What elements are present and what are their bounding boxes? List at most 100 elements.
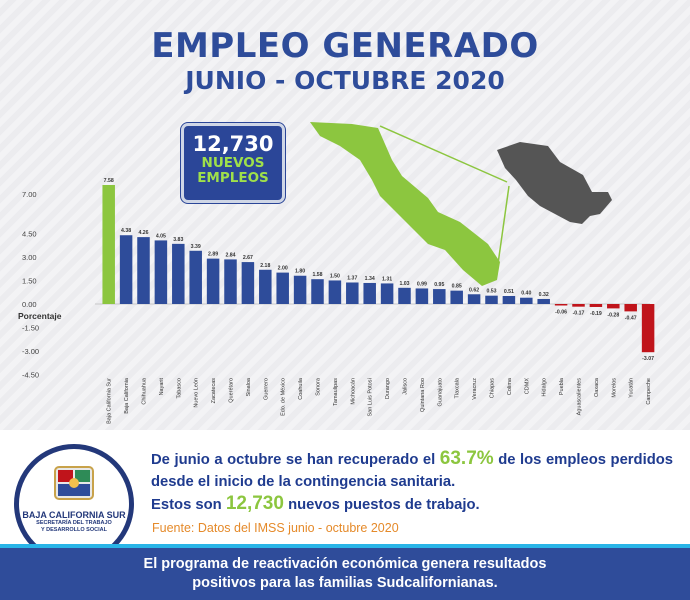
bar-value-label: 0.95	[434, 282, 444, 288]
subtitle: JUNIO - OCTUBRE 2020	[185, 66, 505, 95]
chart-bar	[572, 304, 585, 307]
bar-value-label: -0.19	[590, 311, 602, 317]
chart-bar	[415, 288, 429, 304]
bar-value-label: -0.28	[607, 312, 619, 318]
x-tick-label: Chiapas	[490, 378, 496, 398]
summary-part4: nuevos puestos de trabajo.	[283, 497, 480, 513]
baja-california-sur-icon	[310, 122, 500, 286]
bar-value-label: 4.05	[156, 233, 166, 239]
x-tick-label: Chihuahua	[142, 377, 148, 405]
badge-number: 12,730	[192, 132, 274, 156]
bar-value-label: 2.18	[260, 263, 270, 269]
y-tick-label: 4.50	[22, 229, 37, 238]
chart-bar	[589, 304, 603, 307]
chart-bar	[537, 298, 550, 304]
main-title: EMPLEO GENERADO	[151, 26, 539, 66]
y-tick-label: -3.00	[22, 347, 39, 356]
bar-value-label: 1.50	[330, 273, 340, 279]
x-tick-label: Michoacán	[350, 378, 356, 405]
x-tick-label: Sonora	[316, 377, 322, 396]
x-tick-label: Morelos	[611, 378, 617, 398]
bar-value-label: 0.40	[521, 291, 531, 297]
bar-value-label: 0.32	[539, 292, 549, 298]
x-tick-label: Guanajuato	[437, 378, 443, 406]
summary-text: De junio a octubre se han recuperado el …	[151, 448, 673, 516]
chart-bar	[276, 272, 289, 304]
x-tick-label: Hidalgo	[542, 378, 548, 397]
chart-bar	[224, 259, 237, 304]
y-axis-label: Porcentaje	[18, 311, 62, 321]
x-tick-label: Oaxaca	[594, 377, 600, 397]
bar-value-label: -0.47	[625, 315, 637, 321]
x-tick-label: Nuevo León	[194, 378, 200, 408]
bar-value-label: 0.51	[504, 289, 514, 295]
x-tick-label: Sinaloa	[246, 377, 252, 396]
bar-value-label: 1.03	[399, 281, 409, 287]
footer-line1: El programa de reactivación económica ge…	[143, 556, 547, 572]
summary-highlight-percent: 63.7%	[439, 448, 494, 469]
badge-line1: NUEVOS	[201, 155, 265, 171]
x-tick-label: Guerrero	[263, 378, 269, 400]
bar-value-label: 0.99	[417, 281, 427, 287]
chart-bar	[119, 235, 133, 304]
x-tick-label: Puebla	[559, 377, 565, 395]
x-tick-label: Baja California Sur	[107, 378, 113, 424]
bar-value-label: 4.26	[138, 230, 148, 236]
chart-bar	[206, 258, 220, 304]
bar-value-label: 0.85	[452, 284, 462, 290]
logo-secretariat-line1: SECRETARÍA DEL TRABAJO	[36, 520, 112, 526]
bar-value-label: -0.17	[573, 311, 585, 317]
bar-value-label: -3.07	[642, 356, 654, 362]
chart-bar	[293, 275, 307, 304]
bar-value-label: 2.67	[243, 255, 253, 261]
chart-bar	[520, 297, 533, 304]
x-tick-label: Aguascalientes	[577, 378, 583, 416]
mexico-map-icon	[497, 142, 612, 224]
x-tick-label: Tamaulipas	[333, 378, 339, 406]
chart-bar	[502, 295, 516, 304]
chart-bar	[363, 282, 376, 304]
chart-bar	[433, 289, 446, 304]
bar-value-label: 1.37	[347, 275, 357, 281]
bar-value-label: 1.34	[365, 276, 375, 282]
x-tick-label: Coahuila	[298, 377, 304, 400]
chart-bar	[172, 243, 185, 304]
x-tick-label: Querétaro	[229, 378, 235, 403]
chart-bar	[624, 304, 637, 312]
new-jobs-badge: 12,730 NUEVOS EMPLEOS	[181, 123, 285, 203]
chart-bar	[102, 184, 115, 304]
bar-value-label: 2.00	[278, 266, 288, 272]
chart-bar	[189, 250, 202, 304]
chart-bar	[641, 304, 655, 353]
chart-bar	[450, 290, 463, 304]
x-tick-label: Quintana Roo	[420, 378, 426, 412]
y-tick-label: 0.00	[22, 300, 37, 309]
x-tick-label: San Luis Potosí	[368, 378, 374, 417]
bar-value-label: 1.80	[295, 269, 305, 275]
mexico-map-illustration	[310, 122, 612, 286]
footer-banner: El programa de reactivación económica ge…	[0, 548, 690, 600]
chart-bar	[346, 282, 359, 304]
bar-value-label: 3.83	[173, 237, 183, 243]
logo-state-name: BAJA CALIFORNIA SUR	[22, 510, 126, 520]
chart-bar	[328, 280, 342, 304]
x-tick-label: Tabasco	[176, 378, 182, 399]
source-note: Fuente: Datos del IMSS junio - octubre 2…	[152, 521, 399, 535]
coat-of-arms-icon	[54, 466, 94, 500]
bar-value-label: 2.84	[225, 252, 235, 258]
x-tick-label: Veracruz	[472, 378, 478, 400]
chart-bar	[554, 304, 568, 306]
x-tick-label: Zacatecas	[211, 378, 217, 404]
footer-accent-line	[0, 544, 690, 548]
badge-line2: EMPLEOS	[197, 170, 269, 186]
x-tick-label: Tlaxcala	[455, 377, 461, 398]
chart-bar	[241, 262, 255, 304]
x-tick-label: Yucatán	[629, 378, 635, 398]
bar-value-label: 0.62	[469, 287, 479, 293]
y-tick-label: 7.00	[22, 190, 37, 199]
x-tick-label: Baja California	[124, 377, 130, 414]
chart-bar	[607, 304, 620, 309]
bar-value-label: 0.53	[486, 289, 496, 295]
bar-value-label: 7.58	[104, 178, 114, 184]
bar-value-label: 3.39	[191, 244, 201, 250]
